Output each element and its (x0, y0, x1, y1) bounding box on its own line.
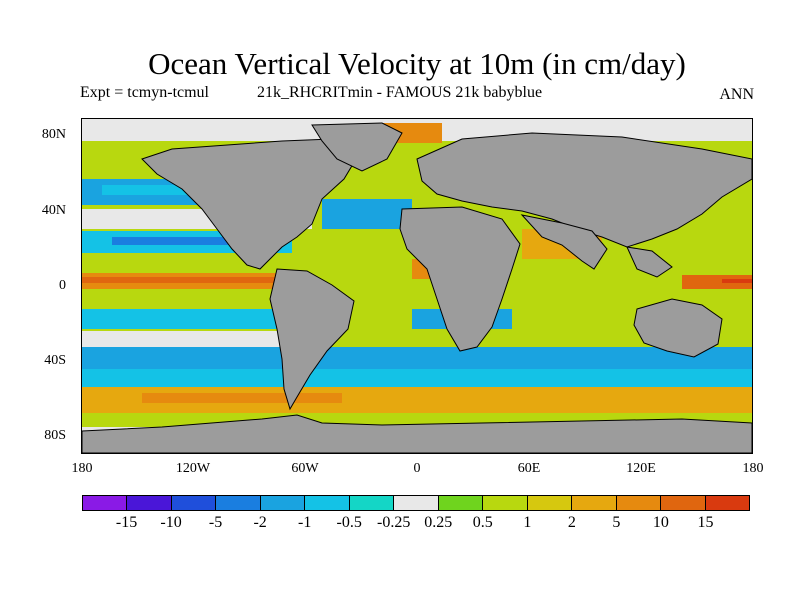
lat-tick-label: 0 (59, 278, 66, 293)
colorbar-label: 5 (612, 514, 621, 531)
colorbar-swatch (349, 496, 395, 510)
colorbar-label: -2 (253, 514, 267, 531)
colorbar-label: 10 (652, 514, 669, 531)
season-label: ANN (719, 86, 754, 103)
lon-tick-label: 120W (175, 461, 211, 476)
land-masses (82, 122, 752, 453)
colorbar-label: -15 (115, 514, 138, 531)
map-panel (81, 118, 753, 454)
colorbar-label: 2 (567, 514, 576, 531)
australia (633, 298, 723, 358)
colorbar-swatch (572, 496, 617, 510)
colorbar-swatch (527, 496, 573, 510)
colorbar-swatch (616, 496, 662, 510)
colorbar-swatch (661, 496, 706, 510)
colorbar-label: 15 (697, 514, 714, 531)
colorbar-swatch (705, 496, 750, 510)
colorbar-label: -1 (297, 514, 312, 531)
lon-tick-label: 60W (291, 461, 319, 476)
colorbar-label: 0.25 (424, 514, 453, 531)
greenland (311, 122, 403, 172)
colorbar-swatch (83, 496, 128, 510)
lon-tick-label: 0 (413, 461, 421, 476)
colorbar-swatch (438, 496, 484, 510)
lon-tick-label: 180 (742, 461, 764, 476)
colorbar-swatch (394, 496, 439, 510)
colorbar-swatch (483, 496, 528, 510)
colorbar-swatch (171, 496, 217, 510)
lat-tick-label: 40S (44, 353, 66, 368)
colorbar-label: -5 (208, 514, 223, 531)
colorbar-swatch (260, 496, 306, 510)
lon-tick-label: 60E (517, 461, 541, 476)
colorbar (82, 495, 750, 511)
antarctica (82, 414, 752, 453)
colorbar-label: -0.25 (377, 514, 411, 531)
experiment-label: Expt = tcmyn-tcmul (80, 84, 209, 101)
colorbar-swatch (216, 496, 261, 510)
chart-title: Ocean Vertical Velocity at 10m (in cm/da… (148, 46, 686, 81)
lon-tick-label: 120E (626, 461, 656, 476)
colorbar-label: 1 (523, 514, 532, 531)
experiment-description: 21k_RHCRITmin - FAMOUS 21k babyblue (257, 84, 543, 101)
colorbar-label: -10 (160, 514, 182, 531)
colorbar-label: 0.5 (472, 514, 493, 531)
lat-tick-label: 80S (44, 428, 66, 443)
southeast-asia (626, 246, 673, 278)
colorbar-label: -0.5 (336, 514, 362, 531)
eurasia (416, 132, 752, 248)
arabia-india (520, 214, 608, 270)
colorbar-swatch (127, 496, 172, 510)
lat-tick-label: 40N (41, 203, 66, 218)
south-america (269, 268, 355, 411)
lat-tick-label: 80N (41, 127, 66, 142)
africa (399, 206, 521, 352)
velocity-map (82, 119, 752, 453)
colorbar-swatch (305, 496, 350, 510)
lon-tick-label: 180 (71, 461, 93, 476)
